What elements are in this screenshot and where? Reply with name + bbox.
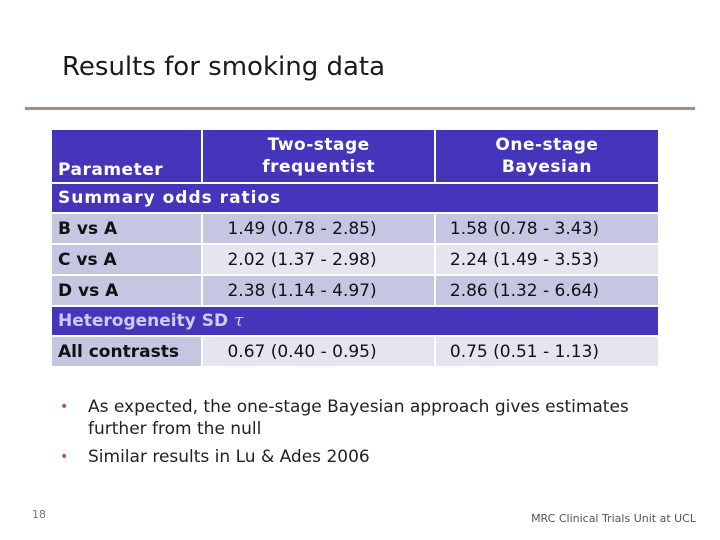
row-one-stage-value: 2.86 (1.32 - 6.64)	[433, 274, 661, 307]
footer-text: MRC Clinical Trials Unit at UCL	[531, 512, 696, 525]
header-one-stage-line2: Bayesian	[501, 157, 592, 177]
row-one-stage-value: 0.75 (0.51 - 1.13)	[433, 335, 661, 368]
section-heterogeneity: Heterogeneity SD τ	[50, 305, 660, 337]
table-row: B vs A 1.49 (0.78 - 2.85) 1.58 (0.78 - 3…	[49, 212, 661, 245]
header-one-stage: One-stage Bayesian	[433, 128, 661, 184]
bullet-dot-icon: •	[60, 399, 69, 415]
table-row: All contrasts 0.67 (0.40 - 0.95) 0.75 (0…	[49, 335, 661, 368]
section-summary-odds-ratios: Summary odds ratios	[50, 182, 660, 214]
row-label: B vs A	[49, 212, 204, 245]
bullet-text: As expected, the one-stage Bayesian appr…	[88, 397, 629, 439]
title-divider	[25, 107, 695, 110]
bullet-dot-icon: •	[60, 449, 69, 465]
header-one-stage-line1: One-stage	[495, 135, 599, 155]
results-table: Parameter Two-stage frequentist One-stag…	[49, 128, 661, 368]
table-row: D vs A 2.38 (1.14 - 4.97) 2.86 (1.32 - 6…	[49, 274, 661, 307]
header-two-stage: Two-stage frequentist	[201, 128, 436, 184]
row-one-stage-value: 2.24 (1.49 - 3.53)	[433, 243, 661, 276]
row-label: C vs A	[49, 243, 204, 276]
row-two-stage-value: 2.38 (1.14 - 4.97)	[201, 274, 436, 307]
heterogeneity-text: Heterogeneity SD	[58, 311, 229, 331]
page-number: 18	[32, 508, 46, 521]
row-two-stage-value: 2.02 (1.37 - 2.98)	[201, 243, 436, 276]
header-two-stage-line2: frequentist	[262, 157, 376, 177]
row-one-stage-value: 1.58 (0.78 - 3.43)	[433, 212, 661, 245]
bullet-item: • As expected, the one-stage Bayesian ap…	[58, 396, 658, 440]
header-parameter: Parameter	[49, 128, 204, 184]
bullet-item: • Similar results in Lu & Ades 2006	[58, 446, 658, 468]
section-summary-label: Summary odds ratios	[50, 182, 660, 214]
slide-title: Results for smoking data	[62, 52, 386, 82]
section-heterogeneity-label: Heterogeneity SD τ	[50, 305, 660, 337]
bullet-text: Similar results in Lu & Ades 2006	[88, 447, 370, 467]
row-label: D vs A	[49, 274, 204, 307]
row-two-stage-value: 0.67 (0.40 - 0.95)	[201, 335, 436, 368]
tau-symbol: τ	[234, 311, 244, 331]
table-header-row: Parameter Two-stage frequentist One-stag…	[49, 128, 661, 184]
row-two-stage-value: 1.49 (0.78 - 2.85)	[201, 212, 436, 245]
header-two-stage-line1: Two-stage	[267, 135, 370, 155]
row-label: All contrasts	[49, 335, 204, 368]
bullet-list: • As expected, the one-stage Bayesian ap…	[58, 396, 658, 474]
table-row: C vs A 2.02 (1.37 - 2.98) 2.24 (1.49 - 3…	[49, 243, 661, 276]
